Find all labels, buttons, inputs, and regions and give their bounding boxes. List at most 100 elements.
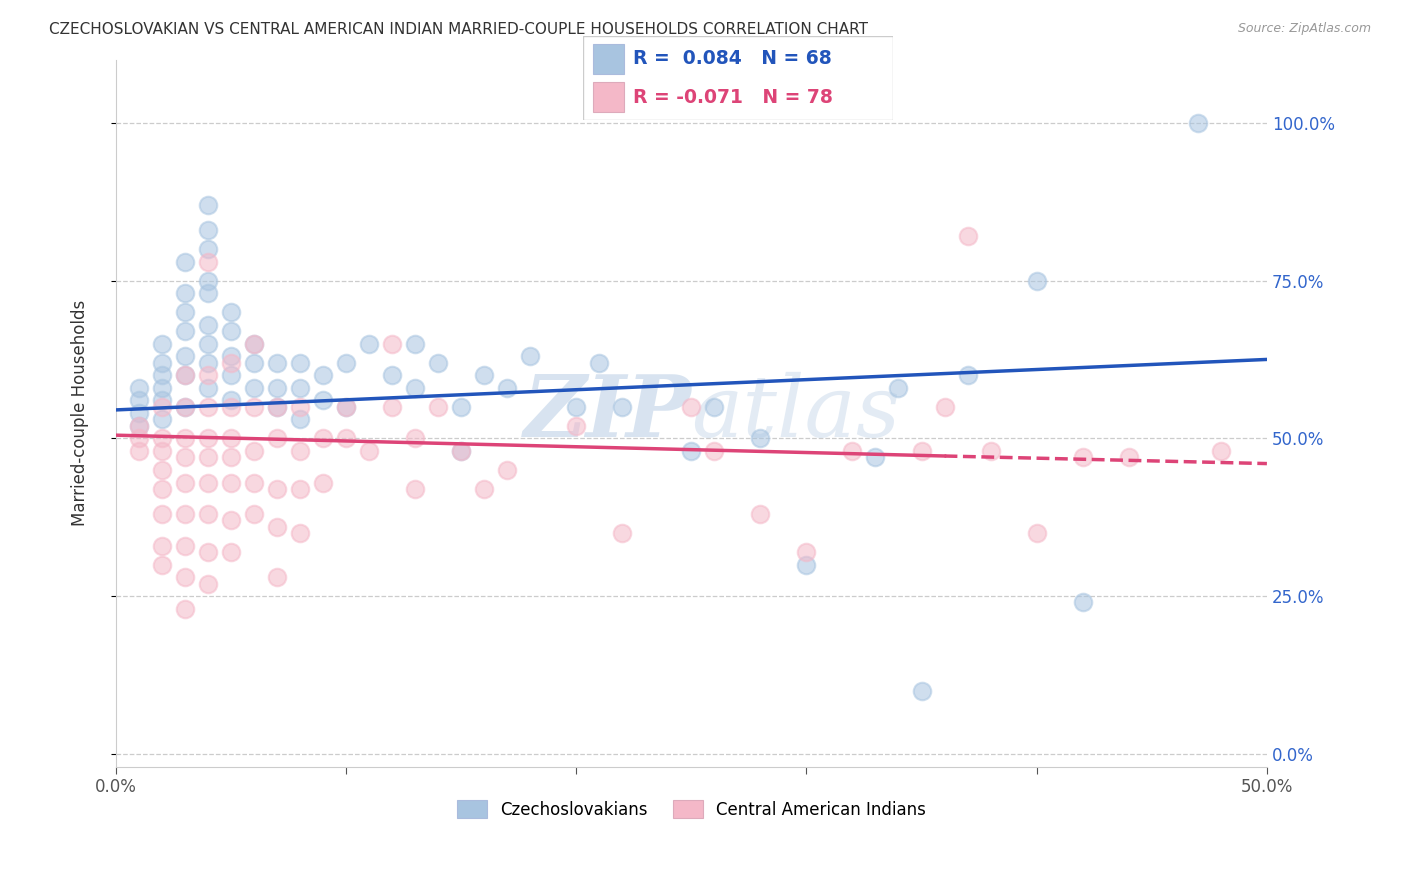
- Point: [703, 444, 725, 458]
- Point: [934, 400, 956, 414]
- Point: [796, 545, 818, 559]
- Point: [173, 450, 195, 465]
- Point: [197, 475, 219, 490]
- Point: [128, 418, 150, 433]
- Point: [197, 400, 219, 414]
- Point: [128, 393, 150, 408]
- Point: [335, 400, 357, 414]
- Point: [404, 431, 426, 445]
- Point: [150, 368, 173, 383]
- Point: [197, 223, 219, 237]
- Point: [242, 336, 264, 351]
- Y-axis label: Married-couple Households: Married-couple Households: [72, 300, 89, 526]
- Point: [197, 507, 219, 521]
- Point: [312, 475, 335, 490]
- Text: R =  0.084   N = 68: R = 0.084 N = 68: [633, 49, 832, 69]
- Point: [266, 400, 288, 414]
- Point: [910, 683, 932, 698]
- Point: [565, 400, 588, 414]
- Point: [681, 444, 703, 458]
- Point: [219, 545, 242, 559]
- Point: [150, 444, 173, 458]
- Point: [357, 444, 380, 458]
- Point: [219, 305, 242, 319]
- Point: [266, 355, 288, 369]
- Point: [173, 400, 195, 414]
- Point: [150, 539, 173, 553]
- Text: Source: ZipAtlas.com: Source: ZipAtlas.com: [1237, 22, 1371, 36]
- Point: [197, 273, 219, 287]
- Point: [288, 381, 311, 395]
- Point: [219, 349, 242, 363]
- Point: [887, 381, 910, 395]
- Point: [173, 431, 195, 445]
- Point: [219, 368, 242, 383]
- Point: [1118, 450, 1140, 465]
- Point: [404, 336, 426, 351]
- Point: [796, 558, 818, 572]
- Point: [288, 400, 311, 414]
- Point: [242, 507, 264, 521]
- Point: [219, 475, 242, 490]
- Point: [266, 381, 288, 395]
- Point: [128, 444, 150, 458]
- Point: [427, 355, 450, 369]
- Point: [242, 336, 264, 351]
- Point: [197, 242, 219, 256]
- Point: [173, 475, 195, 490]
- Point: [1071, 595, 1094, 609]
- Point: [472, 368, 495, 383]
- Point: [612, 400, 634, 414]
- Point: [150, 393, 173, 408]
- Point: [266, 431, 288, 445]
- Point: [242, 475, 264, 490]
- Text: CZECHOSLOVAKIAN VS CENTRAL AMERICAN INDIAN MARRIED-COUPLE HOUSEHOLDS CORRELATION: CZECHOSLOVAKIAN VS CENTRAL AMERICAN INDI…: [49, 22, 869, 37]
- Point: [749, 431, 772, 445]
- Point: [197, 381, 219, 395]
- Bar: [593, 82, 624, 112]
- Point: [519, 349, 541, 363]
- Point: [612, 526, 634, 541]
- Point: [841, 444, 863, 458]
- Point: [128, 418, 150, 433]
- Point: [150, 482, 173, 496]
- Point: [266, 519, 288, 533]
- Point: [681, 400, 703, 414]
- Point: [173, 368, 195, 383]
- Point: [150, 336, 173, 351]
- Point: [197, 368, 219, 383]
- Point: [288, 526, 311, 541]
- Point: [450, 444, 472, 458]
- Point: [219, 513, 242, 527]
- Point: [312, 393, 335, 408]
- Point: [173, 601, 195, 615]
- Point: [173, 324, 195, 338]
- Point: [197, 576, 219, 591]
- Point: [404, 381, 426, 395]
- Point: [197, 450, 219, 465]
- Point: [980, 444, 1002, 458]
- Point: [450, 444, 472, 458]
- Point: [288, 482, 311, 496]
- Point: [242, 444, 264, 458]
- Point: [288, 412, 311, 426]
- Point: [335, 355, 357, 369]
- Point: [197, 545, 219, 559]
- Point: [312, 368, 335, 383]
- Point: [312, 431, 335, 445]
- Point: [150, 355, 173, 369]
- Point: [450, 400, 472, 414]
- Point: [173, 400, 195, 414]
- Point: [381, 368, 404, 383]
- Point: [173, 349, 195, 363]
- Point: [266, 570, 288, 584]
- Point: [335, 431, 357, 445]
- Point: [150, 412, 173, 426]
- Point: [150, 431, 173, 445]
- Point: [381, 400, 404, 414]
- Point: [219, 400, 242, 414]
- Point: [173, 570, 195, 584]
- Point: [588, 355, 610, 369]
- Point: [173, 507, 195, 521]
- Point: [128, 431, 150, 445]
